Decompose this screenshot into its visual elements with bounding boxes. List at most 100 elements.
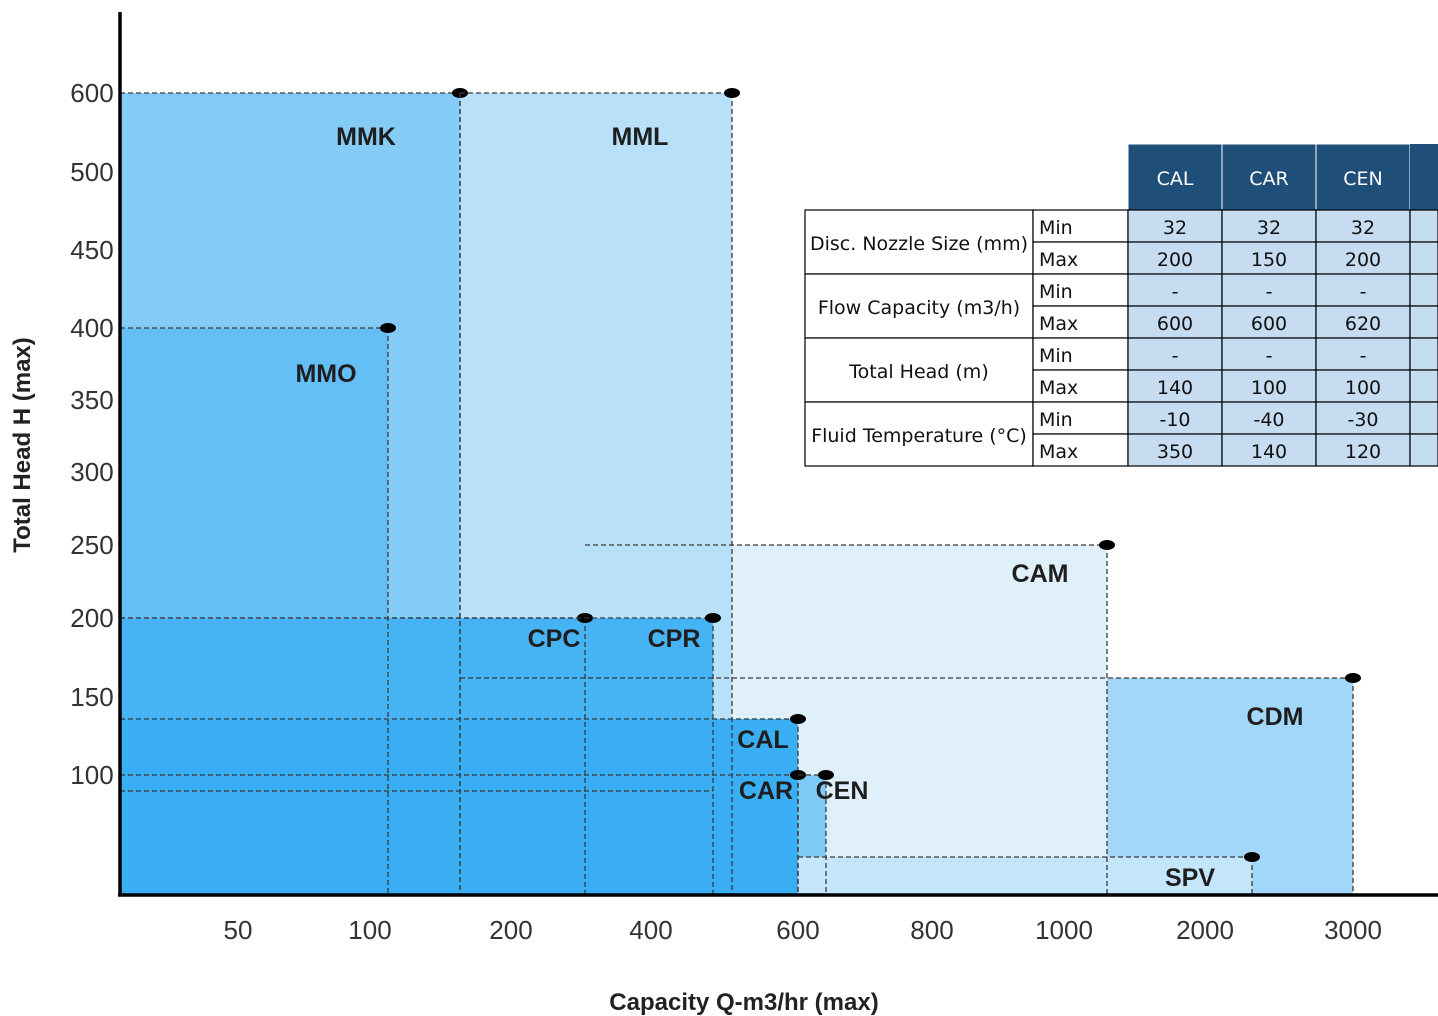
zone-label-cen: CEN <box>816 777 869 805</box>
endpoint-cen <box>818 770 834 780</box>
x-tick-label: 100 <box>348 915 391 945</box>
table-param-label: Disc. Nozzle Size (mm) <box>810 233 1028 255</box>
table-header-car: CAR <box>1249 168 1288 190</box>
x-tick-label: 400 <box>629 915 672 945</box>
x-tick-label: 50 <box>224 915 253 945</box>
table-header-cen: CEN <box>1343 168 1382 190</box>
table-value-cell <box>1221 433 1317 467</box>
y-tick-label: 200 <box>70 603 113 633</box>
table-value: -30 <box>1347 409 1378 431</box>
table-value-cell <box>1127 273 1223 307</box>
zone-label-mmk: MMK <box>336 123 396 151</box>
table-sub-label: Max <box>1039 313 1078 335</box>
table-value-cell-cut <box>1409 241 1438 275</box>
table-param-cell <box>804 337 1034 403</box>
table-value: 32 <box>1257 217 1281 239</box>
zone-core-overlap <box>120 719 798 895</box>
table-value: 350 <box>1157 441 1193 463</box>
table-value: 140 <box>1157 377 1193 399</box>
zone-label-cam: CAM <box>1012 560 1069 588</box>
table-value: 100 <box>1251 377 1287 399</box>
zones-layer <box>120 93 1353 895</box>
x-tick-label: 600 <box>776 915 819 945</box>
table-value: - <box>1266 281 1273 303</box>
table-value-cell <box>1315 401 1411 435</box>
endpoint-spv <box>1244 852 1260 862</box>
table-sub-cell <box>1032 433 1129 467</box>
y-tick-label: 100 <box>70 760 113 790</box>
table-value-cell <box>1221 209 1317 243</box>
table-value: 200 <box>1345 249 1381 271</box>
table-sub-label: Max <box>1039 249 1078 271</box>
table-value-cell-cut <box>1409 305 1438 339</box>
table-sub-cell <box>1032 273 1129 307</box>
table-sub-label: Min <box>1039 217 1073 239</box>
y-tick-label: 150 <box>70 682 113 712</box>
table-value: - <box>1360 281 1367 303</box>
zone-label-mml: MML <box>612 123 669 151</box>
table-sub-label: Max <box>1039 441 1078 463</box>
y-tick-label: 600 <box>70 78 113 108</box>
table-value-cell <box>1315 433 1411 467</box>
table-sub-cell <box>1032 369 1129 403</box>
table-value: - <box>1266 345 1273 367</box>
table-value: 620 <box>1345 313 1381 335</box>
table-value: -40 <box>1253 409 1284 431</box>
table-value: 150 <box>1251 249 1287 271</box>
table-sub-label: Min <box>1039 281 1073 303</box>
endpoint-cal <box>790 714 806 724</box>
table-value-cell <box>1221 305 1317 339</box>
endpoint-mmo <box>380 323 396 333</box>
table-value-cell-cut <box>1409 209 1438 243</box>
table-value-cell <box>1221 273 1317 307</box>
table-header-cell-cut <box>1410 144 1438 210</box>
table-header-cal: CAL <box>1157 168 1194 190</box>
y-tick-label: 350 <box>70 385 113 415</box>
endpoint-cpr <box>705 613 721 623</box>
table-value-cell <box>1127 401 1223 435</box>
table-param-cell <box>804 401 1034 467</box>
zone-label-car: CAR <box>739 777 793 805</box>
x-tick-label: 1000 <box>1035 915 1093 945</box>
table-value: 600 <box>1157 313 1193 335</box>
table-param-cell <box>804 209 1034 275</box>
y-tick-label: 250 <box>70 530 113 560</box>
x-tick-label: 800 <box>910 915 953 945</box>
table-value-cell-cut <box>1409 433 1438 467</box>
table-value-cell <box>1315 241 1411 275</box>
table-value-cell <box>1315 209 1411 243</box>
table-value-cell-cut <box>1409 369 1438 403</box>
table-value: 32 <box>1351 217 1375 239</box>
table-sub-cell <box>1032 241 1129 275</box>
x-tick-label: 2000 <box>1176 915 1234 945</box>
table-value: - <box>1172 345 1179 367</box>
zone-label-cpr: CPR <box>648 625 701 653</box>
zone-spv <box>798 857 1252 893</box>
table-value-cell-cut <box>1409 273 1438 307</box>
y-tick-label: 450 <box>70 235 113 265</box>
table-value-cell <box>1221 401 1317 435</box>
y-tick-label: 400 <box>70 313 113 343</box>
table-value-cell <box>1127 433 1223 467</box>
table-value-cell <box>1315 369 1411 403</box>
table-value-cell <box>1127 209 1223 243</box>
x-tick-label: 200 <box>489 915 532 945</box>
axes-layer: 50 100 200 400 600 800 1000 2000 3000 100 150 200 25… <box>9 12 1438 1016</box>
zone-label-cdm: CDM <box>1247 703 1304 731</box>
endpoint-cam <box>1099 540 1115 550</box>
table-sub-label: Max <box>1039 377 1078 399</box>
endpoint-cdm <box>1345 673 1361 683</box>
table-value: -10 <box>1159 409 1190 431</box>
y-tick-label: 300 <box>70 457 113 487</box>
table-value: - <box>1360 345 1367 367</box>
table-param-label: Flow Capacity (m3/h) <box>818 297 1020 319</box>
table-value-cell-cut <box>1409 401 1438 435</box>
table-param-label: Total Head (m) <box>848 361 988 383</box>
spec-table: CAL CAR CEN Disc. Nozzle Size (mm) Min 32 32 32… <box>804 143 1438 467</box>
table-param-label: Fluid Temperature (°C) <box>811 425 1027 447</box>
zone-label-cpc: CPC <box>528 625 581 653</box>
table-value-cell-cut <box>1409 337 1438 371</box>
table-value: 100 <box>1345 377 1381 399</box>
table-value: - <box>1172 281 1179 303</box>
